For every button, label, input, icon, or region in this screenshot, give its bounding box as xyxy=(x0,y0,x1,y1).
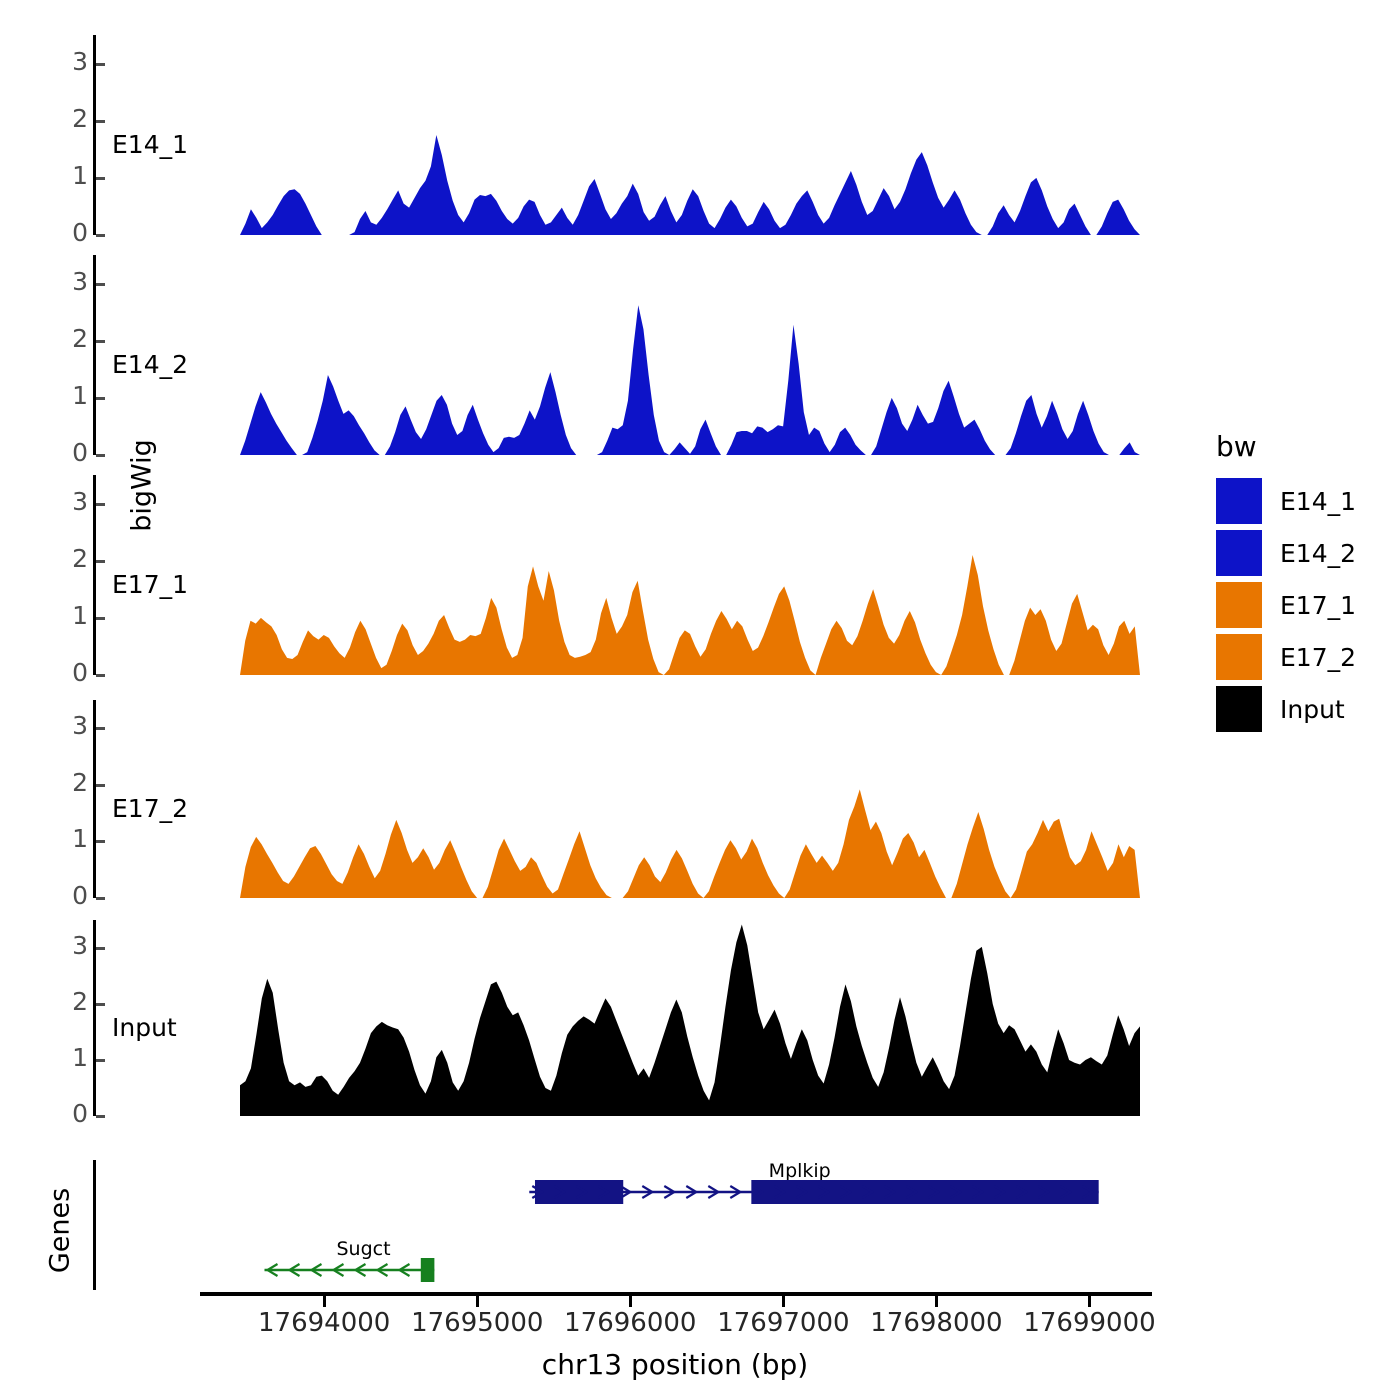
y-tick-label-E14_2-2: 2 xyxy=(72,323,88,353)
gene-Mplkip[interactable] xyxy=(529,1180,1099,1204)
genes-axis-spine xyxy=(93,1160,96,1290)
y-tick-E17_2-2 xyxy=(96,783,105,787)
track-area-E17_1 xyxy=(240,555,1140,675)
track-area-Input xyxy=(240,924,1140,1116)
x-tick-label-17694000: 17694000 xyxy=(258,1308,391,1338)
y-tick-label-E14_1-1: 1 xyxy=(72,160,88,190)
y-tick-label-E17_1-3: 3 xyxy=(72,486,88,516)
track-area-E14_1 xyxy=(240,135,1140,235)
legend-label-E14_1: E14_1 xyxy=(1280,486,1357,516)
track-area-E14_2 xyxy=(240,305,1140,455)
area-path-E17_1 xyxy=(240,555,1140,675)
y-tick-label-E14_1-3: 3 xyxy=(72,46,88,76)
y-tick-E14_1-2 xyxy=(96,119,105,123)
legend-title: bw xyxy=(1216,430,1257,463)
legend-swatch-E17_1 xyxy=(1216,582,1262,628)
legend-item-E14_2[interactable]: E14_2 xyxy=(1216,530,1356,576)
legend-swatch-E14_2 xyxy=(1216,530,1262,576)
gene-label-Mplkip: Mplkip xyxy=(768,1160,831,1182)
track-label-E14_1: E14_1 xyxy=(112,130,189,160)
y-tick-label-E17_1-1: 1 xyxy=(72,600,88,630)
legend-item-Input[interactable]: Input xyxy=(1216,686,1345,732)
legend-item-E14_1[interactable]: E14_1 xyxy=(1216,478,1356,524)
x-axis-line xyxy=(200,1292,1152,1296)
track-label-E14_2: E14_2 xyxy=(112,350,189,380)
y-tick-label-E14_1-0: 0 xyxy=(72,218,88,247)
y-tick-E17_1-0 xyxy=(96,674,105,677)
y-tick-label-E17_1-0: 0 xyxy=(72,658,88,687)
y-axis-spine-Input xyxy=(93,920,96,1116)
legend-label-E17_2: E17_2 xyxy=(1280,642,1357,672)
x-tick-label-17699000: 17699000 xyxy=(1023,1308,1156,1338)
legend-swatch-E17_2 xyxy=(1216,634,1262,680)
legend-swatch-Input xyxy=(1216,686,1262,732)
x-tick-17694000 xyxy=(323,1296,327,1307)
y-tick-E17_2-1 xyxy=(96,840,105,844)
area-path-E17_2 xyxy=(240,789,1140,898)
area-path-E14_1 xyxy=(240,135,1140,235)
x-tick-label-17697000: 17697000 xyxy=(717,1308,850,1338)
y-tick-label-E17_2-0: 0 xyxy=(72,881,88,910)
y-tick-label-E17_2-2: 2 xyxy=(72,767,88,797)
area-path-E14_2 xyxy=(240,305,1140,455)
y-tick-E14_1-0 xyxy=(96,234,105,237)
y-tick-E17_2-0 xyxy=(96,897,105,900)
y-tick-E17_1-2 xyxy=(96,559,105,563)
y-tick-label-E14_2-0: 0 xyxy=(72,438,88,467)
track-label-E17_2: E17_2 xyxy=(112,794,189,824)
x-tick-label-17696000: 17696000 xyxy=(564,1308,697,1338)
y-tick-E14_1-1 xyxy=(96,176,105,180)
y-tick-label-E17_2-3: 3 xyxy=(72,711,88,741)
x-tick-17699000 xyxy=(1088,1296,1092,1307)
y-tick-label-Input-3: 3 xyxy=(72,931,88,960)
y-tick-E14_2-2 xyxy=(96,339,105,343)
legend-label-E14_2: E14_2 xyxy=(1280,538,1357,568)
x-tick-17698000 xyxy=(935,1296,939,1307)
y-axis-spine-E14_1 xyxy=(93,35,96,235)
track-label-E17_1: E17_1 xyxy=(112,570,189,600)
x-tick-17697000 xyxy=(782,1296,786,1307)
x-tick-label-17698000: 17698000 xyxy=(870,1308,1003,1338)
genes-svg xyxy=(264,1180,1099,1282)
legend-item-E17_2[interactable]: E17_2 xyxy=(1216,634,1356,680)
y-tick-E14_2-0 xyxy=(96,454,105,457)
gene-label-Sugct: Sugct xyxy=(336,1238,391,1260)
track-area-E17_2 xyxy=(240,789,1140,898)
y-tick-Input-1 xyxy=(96,1059,105,1062)
y-tick-Input-3 xyxy=(96,947,105,950)
y-axis-spine-E17_2 xyxy=(93,700,96,898)
legend-item-E17_1[interactable]: E17_1 xyxy=(1216,582,1356,628)
area-path-Input xyxy=(240,924,1140,1116)
track-label-Input: Input xyxy=(112,1013,177,1043)
legend-label-E17_1: E17_1 xyxy=(1280,590,1357,620)
y-tick-label-E14_2-1: 1 xyxy=(72,380,88,410)
x-tick-17695000 xyxy=(476,1296,480,1307)
y-tick-label-E17_2-1: 1 xyxy=(72,824,88,854)
y-tick-label-Input-2: 2 xyxy=(72,987,88,1016)
y-tick-E17_1-3 xyxy=(96,502,105,506)
legend-label-Input: Input xyxy=(1280,694,1345,724)
x-tick-label-17695000: 17695000 xyxy=(411,1308,544,1338)
y-tick-label-Input-1: 1 xyxy=(72,1043,88,1072)
y-tick-E17_1-1 xyxy=(96,616,105,620)
legend-swatch-E14_1 xyxy=(1216,478,1262,524)
y-axis-spine-E14_2 xyxy=(93,255,96,455)
y-tick-E14_1-3 xyxy=(96,62,105,66)
y-tick-E14_2-3 xyxy=(96,282,105,286)
y-tick-E14_2-1 xyxy=(96,396,105,400)
y-tick-Input-2 xyxy=(96,1003,105,1006)
y-axis-spine-E17_1 xyxy=(93,475,96,675)
y-tick-label-E17_1-2: 2 xyxy=(72,543,88,573)
y-tick-label-E14_2-3: 3 xyxy=(72,266,88,296)
y-tick-Input-0 xyxy=(96,1115,105,1118)
y-tick-label-E14_1-2: 2 xyxy=(72,103,88,133)
gene-Sugct[interactable] xyxy=(264,1258,435,1282)
y-tick-E17_2-3 xyxy=(96,727,105,731)
y-tick-label-Input-0: 0 xyxy=(72,1099,88,1128)
x-axis-title: chr13 position (bp) xyxy=(541,1348,809,1381)
x-tick-17696000 xyxy=(629,1296,633,1307)
